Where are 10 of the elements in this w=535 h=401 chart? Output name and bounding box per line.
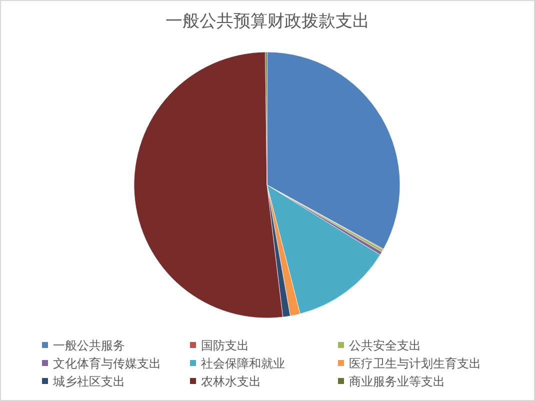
- legend-label: 社会保障和就业: [201, 356, 285, 370]
- legend-label: 文化体育与传媒支出: [53, 356, 161, 370]
- legend-label: 国防支出: [201, 338, 249, 352]
- legend-label: 一般公共服务: [53, 338, 125, 352]
- legend-label: 商业服务业等支出: [349, 374, 445, 388]
- legend-label: 医疗卫生与计划生育支出: [349, 356, 481, 370]
- legend-label: 农林水支出: [201, 374, 261, 388]
- legend-label: 城乡社区支出: [52, 374, 125, 388]
- legend-label: 公共安全支出: [349, 338, 421, 352]
- chart-title: 一般公共预算财政拨款支出: [166, 12, 370, 32]
